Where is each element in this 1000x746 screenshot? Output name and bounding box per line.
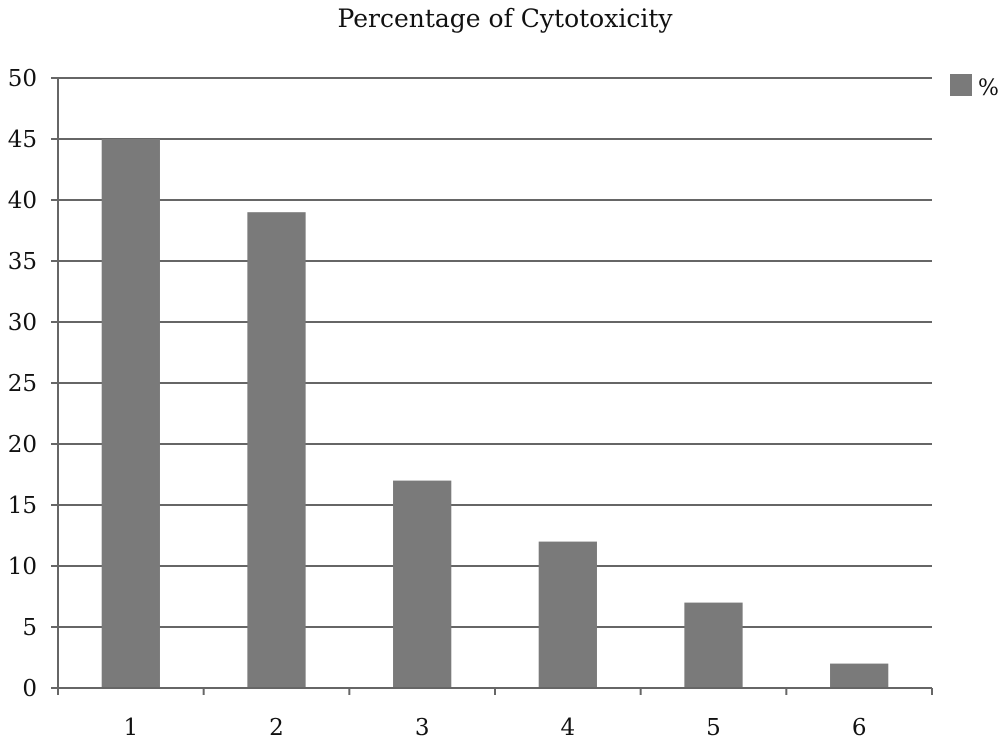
x-tick-label: 4 <box>561 715 576 741</box>
y-tick-label: 5 <box>22 615 37 641</box>
y-tick-label: 30 <box>8 310 37 336</box>
y-tick-label: 20 <box>8 432 37 458</box>
bar <box>684 602 743 688</box>
bar <box>393 480 452 688</box>
x-tick-label: 1 <box>124 715 139 741</box>
axes <box>51 77 933 695</box>
bar <box>101 139 160 688</box>
legend-label: % <box>978 76 999 101</box>
y-axis-tick-labels: 0 5 10 15 20 25 30 35 40 45 50 <box>8 66 37 702</box>
y-tick-label: 15 <box>8 493 37 519</box>
y-tick-label: 40 <box>8 188 37 214</box>
legend-swatch <box>950 74 972 96</box>
x-tick-label: 6 <box>852 715 867 741</box>
bars <box>101 139 889 688</box>
x-tick-label: 5 <box>706 715 721 741</box>
y-tick-label: 45 <box>8 127 37 153</box>
x-tick-label: 3 <box>415 715 430 741</box>
bar <box>247 212 306 688</box>
y-tick-label: 35 <box>8 249 37 275</box>
y-tick-label: 50 <box>8 66 37 92</box>
bar <box>538 541 597 688</box>
y-tick-label: 0 <box>22 676 37 702</box>
y-tick-label: 25 <box>8 371 37 397</box>
chart-title: Percentage of Cytotoxicity <box>338 4 674 33</box>
x-tick-label: 2 <box>269 715 284 741</box>
bar <box>830 663 889 688</box>
y-tick-label: 10 <box>8 554 37 580</box>
gridlines <box>58 77 932 628</box>
legend: % <box>950 74 999 101</box>
x-axis-tick-labels: 1 2 3 4 5 6 <box>124 715 867 741</box>
